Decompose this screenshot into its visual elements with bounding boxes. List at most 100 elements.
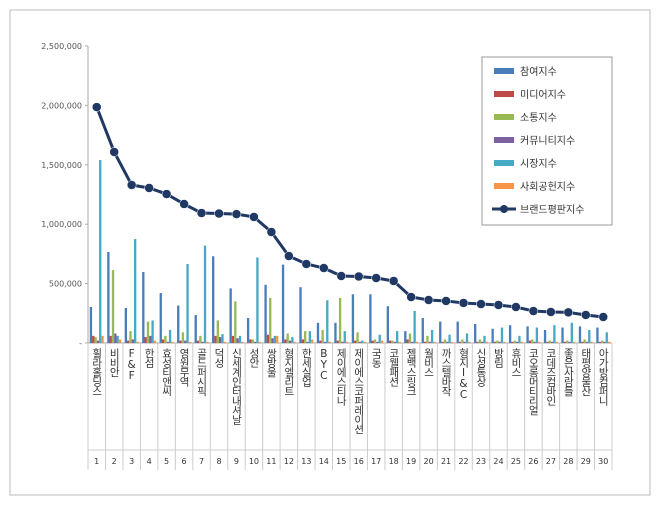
legend-swatch bbox=[494, 68, 514, 74]
bar bbox=[159, 293, 162, 343]
bar bbox=[423, 341, 427, 343]
x-tick-label: 코웰패션 bbox=[388, 348, 400, 387]
bar bbox=[408, 333, 412, 343]
line-point bbox=[179, 199, 189, 209]
bar bbox=[369, 294, 372, 343]
line-point bbox=[109, 147, 119, 157]
bar bbox=[249, 339, 252, 343]
rank-label: 7 bbox=[199, 457, 204, 466]
x-tick-label: 성안 bbox=[248, 348, 260, 368]
bar bbox=[179, 340, 182, 343]
rank-label: 10 bbox=[249, 457, 259, 466]
bar bbox=[319, 340, 322, 343]
bar bbox=[361, 340, 364, 343]
bar bbox=[99, 160, 102, 343]
bar bbox=[404, 331, 407, 343]
y-tick-label: 2,500,000 bbox=[41, 42, 82, 51]
bar bbox=[96, 340, 100, 343]
bar bbox=[212, 256, 215, 343]
line-point bbox=[336, 271, 347, 281]
line-point bbox=[406, 292, 416, 302]
bar bbox=[124, 307, 128, 343]
line-point bbox=[126, 180, 137, 190]
rank-label: 9 bbox=[234, 457, 239, 466]
x-tick-label: 효성티앤씨 bbox=[161, 348, 173, 396]
rank-label: 8 bbox=[216, 457, 221, 466]
bar bbox=[94, 337, 97, 343]
bar bbox=[430, 329, 434, 343]
bar bbox=[572, 341, 576, 343]
bar bbox=[343, 331, 346, 343]
bar bbox=[533, 341, 536, 343]
bar bbox=[276, 335, 279, 343]
bar bbox=[194, 315, 197, 343]
x-tick-label: 까스텔바작 bbox=[440, 348, 452, 396]
legend-label: 사회공헌지수 bbox=[520, 181, 575, 193]
line-point bbox=[301, 259, 312, 269]
bar bbox=[607, 341, 611, 343]
bar bbox=[214, 335, 217, 343]
line-point bbox=[511, 302, 521, 312]
legend-label: 시장지수 bbox=[520, 158, 557, 170]
y-tick-label: 500,000 bbox=[49, 280, 82, 289]
bar bbox=[563, 341, 567, 343]
bar bbox=[161, 339, 165, 343]
line-point bbox=[284, 251, 294, 261]
bar bbox=[326, 300, 329, 343]
bar bbox=[114, 333, 117, 343]
line-point bbox=[388, 276, 399, 286]
line-point bbox=[581, 310, 591, 320]
line-point bbox=[476, 299, 486, 309]
bar bbox=[229, 288, 232, 343]
x-tick-label: 코오롱머티리얼 bbox=[527, 348, 539, 415]
x-tick-label: 비비안 bbox=[108, 348, 120, 377]
bar bbox=[241, 341, 244, 343]
bar bbox=[426, 335, 429, 343]
rank-label: 4 bbox=[147, 457, 152, 466]
x-tick-label: 태평양물산 bbox=[580, 348, 592, 396]
x-tick-label: 제이에스티나 bbox=[335, 348, 347, 407]
bar bbox=[166, 341, 169, 343]
rank-label: 5 bbox=[164, 457, 169, 466]
bar bbox=[188, 341, 192, 343]
bar bbox=[508, 325, 512, 343]
bar bbox=[142, 271, 145, 343]
bar bbox=[485, 341, 488, 343]
bar bbox=[288, 340, 292, 343]
bar bbox=[316, 322, 320, 343]
legend-label: 커뮤니티지수 bbox=[520, 135, 575, 147]
bar bbox=[386, 306, 390, 343]
legend-swatch bbox=[494, 137, 514, 143]
rank-label: 27 bbox=[546, 457, 556, 466]
bar bbox=[596, 327, 599, 343]
bar bbox=[133, 239, 137, 343]
rank-label: 28 bbox=[563, 457, 573, 466]
x-tick-label: 방림 bbox=[492, 348, 504, 368]
rank-label: 29 bbox=[581, 457, 591, 466]
bar bbox=[456, 321, 459, 343]
bar bbox=[411, 341, 414, 343]
x-tick-label: 제이에스코퍼레이션 bbox=[353, 348, 365, 434]
bar bbox=[310, 339, 314, 343]
bar bbox=[168, 329, 172, 343]
x-tick-label: 월비스 bbox=[423, 348, 435, 377]
bar bbox=[515, 341, 519, 343]
bar bbox=[363, 341, 366, 343]
bar bbox=[136, 341, 139, 343]
line-point bbox=[493, 300, 504, 310]
bar bbox=[256, 257, 259, 343]
bar bbox=[498, 341, 501, 343]
line-point bbox=[144, 183, 154, 193]
bar bbox=[151, 320, 154, 343]
bar bbox=[206, 341, 209, 343]
bar bbox=[465, 333, 469, 343]
bar bbox=[483, 335, 486, 343]
bar bbox=[219, 337, 222, 343]
x-tick-label: 덕성 bbox=[213, 348, 225, 368]
bar bbox=[356, 332, 359, 343]
bar bbox=[393, 341, 396, 343]
bar bbox=[463, 341, 466, 343]
rank-label: 15 bbox=[336, 457, 346, 466]
bar bbox=[526, 326, 529, 343]
